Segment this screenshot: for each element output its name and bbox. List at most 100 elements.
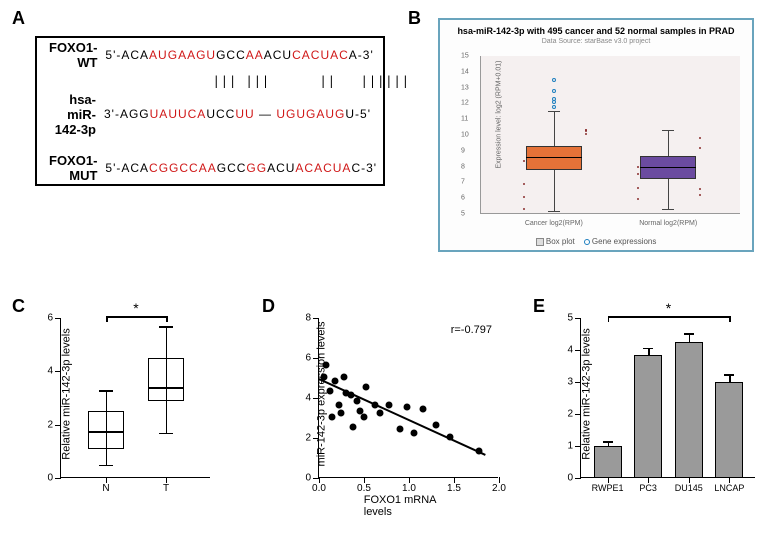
panel-d-point [361, 414, 368, 421]
panel-d-ytick: 4 [305, 393, 319, 404]
seq-text: — [255, 107, 277, 121]
panel-c-box [88, 411, 124, 448]
panel-b-ytick: 9 [461, 147, 465, 154]
panel-e-ylabel: Relative miR-142-3p levels [581, 328, 593, 459]
panel-d-point [410, 430, 417, 437]
seq-row-wt: FOXO1-WT 5'-ACAAUGAAGUGCCAAACUCACUACA-3' [49, 40, 371, 70]
panel-b-xcat: Normal log2(RPM) [639, 220, 697, 227]
seq-wt-seq: 5'-ACAAUGAAGUGCCAAACUCACUACA-3' [105, 48, 373, 62]
legend-circle-label: Gene expressions [592, 237, 656, 246]
panel-e-bar [675, 342, 703, 478]
panel-c-ytick: 2 [47, 419, 61, 430]
panel-d-ytick: 2 [305, 433, 319, 444]
seq-red: AA [246, 48, 264, 62]
panel-d-regression [319, 378, 486, 455]
seq-text: 5'-ACA [105, 161, 149, 175]
panel-c-sigstar: * [133, 300, 138, 316]
panel-d-point [362, 384, 369, 391]
panel-e-ytick: 2 [567, 409, 581, 420]
panel-c-ylabel: Relative miR-142-3p levels [61, 328, 73, 459]
seq-text: GCC [216, 48, 246, 62]
panel-b-boxchart: hsa-miR-142-3p with 495 cancer and 52 no… [438, 18, 754, 252]
panel-b-ytick: 8 [461, 163, 465, 170]
panel-d-point [337, 410, 344, 417]
seq-text: GCC [217, 161, 247, 175]
seq-mut-seq: 5'-ACACGGCCAAGCCGGACUACACUAC-3' [105, 161, 377, 175]
panel-d-point [341, 374, 348, 381]
panel-d-point [323, 362, 330, 369]
seq-text: A-3' [349, 48, 374, 62]
panel-d-label: D [262, 296, 275, 317]
panel-e-bar [634, 355, 662, 478]
panel-d-chart: miR-142-3p expression levels FOXO1 mRNA … [318, 318, 498, 478]
panel-d-point [335, 402, 342, 409]
panel-c-ytick: 6 [47, 313, 61, 324]
seq-text: 5'-ACA [105, 48, 149, 62]
panel-b-subtitle: Data Source: starBase v3.0 project [440, 36, 752, 45]
seq-text: U-5' [345, 107, 371, 121]
panel-b-ytick: 10 [461, 132, 469, 139]
seq-text: ACU [264, 48, 292, 62]
panel-e-ytick: 5 [567, 313, 581, 324]
seq-text: C-3' [351, 161, 377, 175]
panel-e-ytick: 4 [567, 345, 581, 356]
panel-b-ylabel: Expression level: log2 (RPM+0.01) [495, 60, 502, 168]
seq-red: UUCA [168, 107, 206, 121]
panel-a-sequences: FOXO1-WT 5'-ACAAUGAAGUGCCAAACUCACUACA-3'… [35, 36, 385, 186]
legend-box-label: Box plot [546, 237, 575, 246]
panel-b-ytick: 7 [461, 179, 465, 186]
panel-d-xtick: 1.5 [447, 477, 461, 494]
seq-red: AUG [149, 48, 178, 62]
panel-b-ytick: 6 [461, 195, 465, 202]
panel-d-xtick: 2.0 [492, 477, 506, 494]
panel-b-ytick: 14 [461, 68, 469, 75]
bond-row-1: ||| ||| || |||||| [49, 78, 371, 84]
panel-d-point [328, 414, 335, 421]
bond-marks: ||| ||| || |||||| [49, 78, 410, 84]
panel-b-legend: Box plot Gene expressions [440, 237, 752, 246]
seq-red: UGUGAUG [276, 107, 345, 121]
panel-e-ytick: 3 [567, 377, 581, 388]
seq-red: GG [246, 161, 267, 175]
panel-b-chart-area: Expression level: log2 (RPM+0.01) 567891… [480, 56, 740, 214]
panel-b-title: hsa-miR-142-3p with 495 cancer and 52 no… [440, 20, 752, 36]
panel-e-sigstar: * [666, 300, 671, 316]
seq-red: UA [150, 107, 169, 121]
panel-d-point [353, 398, 360, 405]
panel-c-ytick: 0 [47, 473, 61, 484]
seq-red: CACUAC [292, 48, 349, 62]
seq-mut-name: FOXO1-MUT [49, 153, 105, 183]
seq-red: CCAA [179, 161, 216, 175]
panel-e-bar [715, 382, 743, 478]
panel-d-ytick: 6 [305, 353, 319, 364]
panel-e-chart: Relative miR-142-3p levels 012345RWPE1PC… [580, 318, 755, 478]
panel-d-point [386, 402, 393, 409]
panel-d-point [350, 424, 357, 431]
panel-d-xtick: 1.0 [402, 477, 416, 494]
seq-mir-name: hsa-miR-142-3p [49, 92, 104, 137]
seq-row-mir: hsa-miR-142-3p 3'-AGGUAUUCAUCCUU — UGUGA… [49, 92, 371, 137]
panel-e-label: E [533, 296, 545, 317]
panel-d-xtick: 0.5 [357, 477, 371, 494]
panel-d-point [397, 426, 404, 433]
seq-text: UCC [206, 107, 235, 121]
seq-row-mut: FOXO1-MUT 5'-ACACGGCCAAGCCGGACUACACUAC-3… [49, 153, 371, 183]
seq-red: UU [235, 107, 254, 121]
seq-mir-seq: 3'-AGGUAUUCAUCCUU — UGUGAUGU-5' [104, 107, 371, 121]
legend-circle-icon [584, 239, 590, 245]
seq-red: ACACUA [295, 161, 351, 175]
panel-b-ytick: 15 [461, 53, 469, 60]
panel-d-point [404, 404, 411, 411]
panel-d-ytick: 8 [305, 313, 319, 324]
panel-b-ytick: 11 [461, 116, 468, 123]
panel-d-point [377, 410, 384, 417]
seq-text: ACU [267, 161, 295, 175]
panel-c-label: C [12, 296, 25, 317]
panel-d-point [419, 406, 426, 413]
seq-red: AAGU [178, 48, 216, 62]
legend-box-icon [536, 238, 544, 246]
panel-c-chart: Relative miR-142-3p levels 0246NT* [60, 318, 210, 478]
panel-b-ytick: 5 [461, 211, 465, 218]
panel-b-xcat: Cancer log2(RPM) [525, 220, 583, 227]
panel-e-bar [594, 446, 622, 478]
